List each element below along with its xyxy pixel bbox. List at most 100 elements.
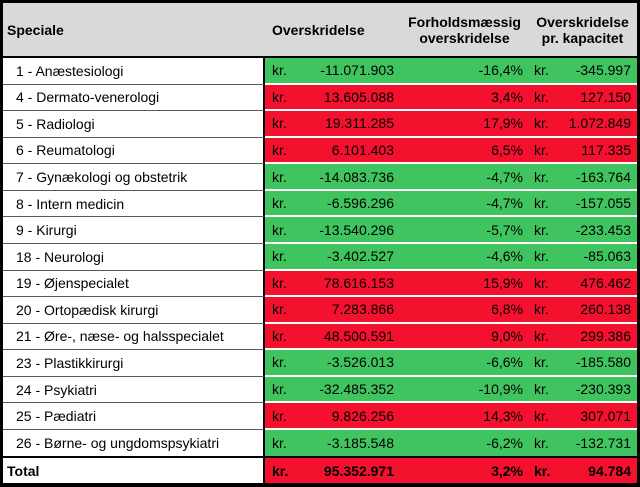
table-row: 18 - Neurologi kr. -3.402.527 -4,6% kr. -85.0… <box>3 243 637 271</box>
currency-prefix: kr. <box>534 141 549 158</box>
overskridelse-value: -3.402.527 <box>327 248 394 265</box>
pct-value: -4,7% <box>486 168 523 185</box>
overskridelse-cell: kr. 9.826.256 <box>265 403 401 430</box>
speciale-cell: 21 - Øre-, næse- og halsspecialet <box>3 323 265 351</box>
speciale-cell: 20 - Ortopædisk kirurgi <box>3 297 265 324</box>
pct-value: -5,7% <box>486 221 523 238</box>
per-kapacitet-value: -345.997 <box>575 62 631 79</box>
speciale-cell: 4 - Dermato-venerologi <box>3 84 265 112</box>
overskridelse-cell: kr. 6.101.403 <box>265 137 401 165</box>
overskridelse-cell: kr. 48.500.591 <box>265 323 401 351</box>
speciale-cell: 18 - Neurologi <box>3 243 265 271</box>
currency-prefix: kr. <box>534 115 549 132</box>
overskridelse-cell: kr. -3.185.548 <box>265 429 401 457</box>
table-row: 4 - Dermato-venerologi kr. 13.605.088 3,4% k… <box>3 84 637 112</box>
overskridelse-pr-kapacitet-cell: kr. 307.071 <box>528 403 637 430</box>
overskridelse-cell: kr. -13.540.296 <box>265 217 401 244</box>
overskridelse-value: 95.352.971 <box>323 462 394 479</box>
speciale-cell: 23 - Plastikkirurgi <box>3 350 265 377</box>
speciale-cell: 25 - Pædiatri <box>3 403 265 430</box>
per-kapacitet-value: -157.055 <box>575 195 631 212</box>
pct-value: -4,6% <box>486 248 523 265</box>
table-row: 5 - Radiologi kr. 19.311.285 17,9% kr. 1.072.… <box>3 111 637 138</box>
table-row: 9 - Kirurgi kr. -13.540.296 -5,7% kr. -233.45… <box>3 217 637 244</box>
overskridelse-value: -32.485.352 <box>319 381 394 398</box>
pct-value: 6,8% <box>491 301 523 318</box>
per-kapacitet-value: -85.063 <box>583 248 631 265</box>
table-body: 1 - Anæstesiologi kr. -11.071.903 -16,4% kr.… <box>3 58 637 483</box>
forholdsmaessig-overskridelse-cell: -4,7% <box>401 164 528 191</box>
currency-prefix: kr. <box>534 62 549 79</box>
speciale-cell: 9 - Kirurgi <box>3 217 265 244</box>
pct-value: -16,4% <box>478 62 523 79</box>
currency-prefix: kr. <box>534 248 549 265</box>
overskridelse-value: 13.605.088 <box>323 88 394 105</box>
currency-prefix: kr. <box>272 435 287 452</box>
speciale-cell: 7 - Gynækologi og obstetrik <box>3 164 265 191</box>
currency-prefix: kr. <box>534 221 549 238</box>
per-kapacitet-value: -185.580 <box>575 354 631 371</box>
overskridelse-cell: kr. -6.596.296 <box>265 190 401 218</box>
per-kapacitet-value: -230.393 <box>575 381 631 398</box>
pct-value: -10,9% <box>478 381 523 398</box>
per-kapacitet-value: -233.453 <box>575 221 631 238</box>
column-header-overskridelse-pr-kapacitet: Overskridelse pr. kapacitet <box>536 13 629 46</box>
currency-prefix: kr. <box>534 462 551 479</box>
table-row: 8 - Intern medicin kr. -6.596.296 -4,7% kr. -… <box>3 190 637 218</box>
currency-prefix: kr. <box>272 274 287 291</box>
overskridelse-value: 7.283.866 <box>331 301 394 318</box>
speciale-cell: 19 - Øjenspecialet <box>3 270 265 298</box>
overskridelse-cell: kr. 13.605.088 <box>265 84 401 112</box>
per-kapacitet-value: 117.335 <box>581 141 631 158</box>
pct-value: -6,6% <box>486 354 523 371</box>
per-kapacitet-value: 94.784 <box>588 462 631 479</box>
forholdsmaessig-overskridelse-cell: -5,7% <box>401 217 528 244</box>
overskridelse-cell: kr. 19.311.285 <box>265 111 401 138</box>
currency-prefix: kr. <box>534 301 549 318</box>
overskridelse-value: 78.616.153 <box>323 274 394 291</box>
overskridelse-pr-kapacitet-cell: kr. -185.580 <box>528 350 637 377</box>
currency-prefix: kr. <box>534 407 549 424</box>
overskridelse-pr-kapacitet-cell: kr. 127.150 <box>528 84 637 112</box>
per-kapacitet-value: 299.386 <box>580 327 631 344</box>
currency-prefix: kr. <box>272 168 287 185</box>
total-row: Total kr. 95.352.971 3,2% kr. 94.784 <box>3 456 637 483</box>
currency-prefix: kr. <box>272 115 287 132</box>
speciale-cell: 24 - Psykiatri <box>3 376 265 404</box>
overskridelse-value: 48.500.591 <box>323 327 394 344</box>
overskridelse-pr-kapacitet-cell: kr. -85.063 <box>528 243 637 271</box>
currency-prefix: kr. <box>272 327 287 344</box>
per-kapacitet-value: -163.764 <box>575 168 631 185</box>
currency-prefix: kr. <box>272 62 287 79</box>
table-row: 6 - Reumatologi kr. 6.101.403 6,5% kr. 117.33… <box>3 137 637 165</box>
currency-prefix: kr. <box>272 248 287 265</box>
forholdsmaessig-overskridelse-cell: -6,2% <box>401 429 528 457</box>
per-kapacitet-value: 260.138 <box>580 301 631 318</box>
pct-value: 6,5% <box>491 141 523 158</box>
forholdsmaessig-overskridelse-cell: -6,6% <box>401 350 528 377</box>
overskridelse-pr-kapacitet-cell: kr. -233.453 <box>528 217 637 244</box>
overskridelse-value: -3.185.548 <box>327 435 394 452</box>
pct-value: 15,9% <box>483 274 523 291</box>
overskridelse-cell: kr. -11.071.903 <box>265 58 401 85</box>
column-header-speciale: Speciale <box>7 21 64 38</box>
overskridelse-value: 19.311.285 <box>324 115 394 132</box>
currency-prefix: kr. <box>272 381 287 398</box>
forholdsmaessig-overskridelse-cell: 14,3% <box>401 403 528 430</box>
pct-value: 3,2% <box>491 462 523 479</box>
currency-prefix: kr. <box>534 88 549 105</box>
currency-prefix: kr. <box>534 435 549 452</box>
forholdsmaessig-overskridelse-cell: 6,5% <box>401 137 528 165</box>
currency-prefix: kr. <box>534 195 549 212</box>
table-row: 25 - Pædiatri kr. 9.826.256 14,3% kr. 307.071 <box>3 403 637 430</box>
per-kapacitet-value: 476.462 <box>580 274 631 291</box>
overskridelse-pr-kapacitet-cell: kr. 476.462 <box>528 270 637 298</box>
overskridelse-value: -3.526.013 <box>327 354 394 371</box>
currency-prefix: kr. <box>272 407 287 424</box>
forholdsmaessig-overskridelse-cell: -4,7% <box>401 190 528 218</box>
overskridelse-pr-kapacitet-cell: kr. 117.335 <box>528 137 637 165</box>
currency-prefix: kr. <box>272 354 287 371</box>
overskridelse-cell: kr. -14.083.736 <box>265 164 401 191</box>
pct-value: 17,9% <box>483 115 523 132</box>
overskridelse-cell: kr. -3.402.527 <box>265 243 401 271</box>
